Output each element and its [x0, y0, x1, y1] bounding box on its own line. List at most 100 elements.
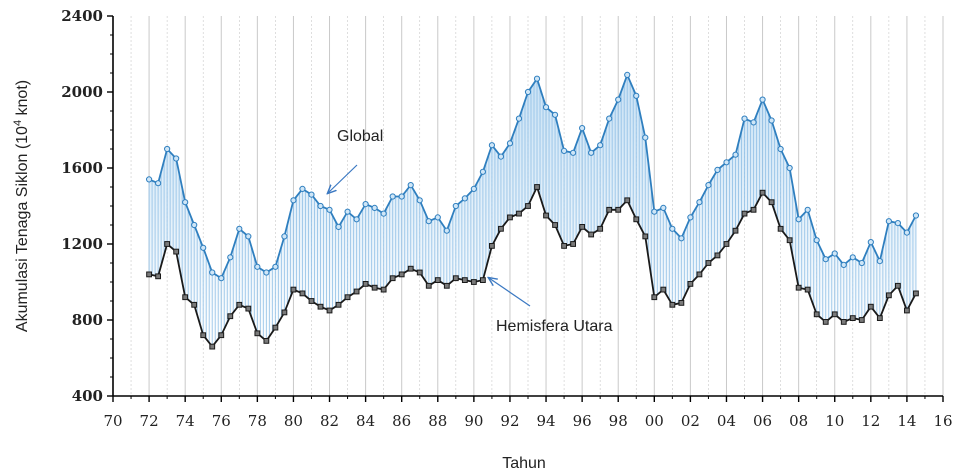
data-point-hemisfera-utara — [507, 214, 513, 221]
annotation-global: Global — [337, 128, 383, 145]
data-point-global — [651, 208, 658, 215]
data-point-hemisfera-utara — [804, 286, 811, 293]
x-tick-label: 74 — [176, 412, 195, 430]
data-point-hemisfera-utara — [317, 303, 324, 310]
data-point-global — [678, 235, 685, 242]
data-point-hemisfera-utara — [768, 199, 775, 206]
data-point-global — [876, 258, 883, 265]
data-point-global — [452, 202, 459, 210]
data-point-hemisfera-utara — [660, 286, 667, 293]
data-point-hemisfera-utara — [597, 225, 604, 232]
data-point-global — [443, 227, 450, 234]
x-tick-label: 14 — [897, 412, 916, 430]
series-layer — [145, 71, 920, 350]
data-point-global — [416, 197, 423, 204]
data-point-global — [326, 206, 333, 213]
data-point-hemisfera-utara — [200, 332, 207, 339]
data-point-hemisfera-utara — [164, 241, 171, 247]
x-tick-label: 76 — [212, 412, 231, 430]
data-point-hemisfera-utara — [840, 319, 847, 325]
data-point-global — [236, 225, 243, 232]
data-point-hemisfera-utara — [254, 330, 261, 337]
data-point-hemisfera-utara — [543, 212, 549, 219]
data-point-hemisfera-utara — [353, 288, 360, 295]
data-point-global — [570, 149, 577, 156]
x-tick-label: 00 — [645, 412, 664, 430]
data-point-hemisfera-utara — [461, 277, 468, 284]
y-axis-title-sup: 4 — [12, 120, 24, 126]
data-point-hemisfera-utara — [687, 281, 694, 287]
data-point-global — [723, 159, 730, 166]
data-point-global — [173, 155, 180, 162]
data-point-hemisfera-utara — [579, 224, 586, 230]
x-tick-label: 72 — [140, 412, 159, 430]
data-point-global — [470, 185, 477, 192]
data-point-hemisfera-utara — [182, 294, 189, 301]
data-point-hemisfera-utara — [191, 301, 198, 308]
data-point-global — [515, 115, 523, 122]
data-point-hemisfera-utara — [633, 216, 640, 223]
data-point-global — [218, 275, 225, 282]
data-point-global — [813, 237, 820, 244]
data-point-global — [506, 140, 514, 147]
x-tick-label: 84 — [356, 412, 375, 430]
data-point-hemisfera-utara — [885, 292, 892, 299]
data-point-hemisfera-utara — [606, 206, 613, 213]
data-point-hemisfera-utara — [326, 307, 333, 314]
data-point-hemisfera-utara — [552, 222, 558, 228]
data-point-hemisfera-utara — [732, 227, 739, 234]
data-point-hemisfera-utara — [777, 225, 784, 232]
data-point-hemisfera-utara — [146, 271, 152, 278]
data-point-hemisfera-utara — [263, 338, 270, 344]
data-point-global — [145, 176, 153, 183]
data-point-global — [164, 145, 171, 153]
data-point-global — [687, 214, 694, 221]
data-point-global — [849, 254, 856, 261]
data-point-global — [245, 233, 252, 240]
x-tick-label: 70 — [103, 412, 122, 430]
data-point-hemisfera-utara — [380, 286, 387, 293]
data-point-global — [615, 96, 622, 103]
data-point-hemisfera-utara — [786, 237, 793, 244]
data-point-global — [705, 182, 712, 189]
data-point-hemisfera-utara — [479, 277, 486, 284]
data-point-hemisfera-utara — [913, 290, 919, 297]
data-point-global — [344, 208, 351, 215]
data-point-hemisfera-utara — [281, 309, 288, 316]
data-point-hemisfera-utara — [894, 282, 901, 289]
data-point-hemisfera-utara — [876, 315, 883, 322]
data-point-hemisfera-utara — [398, 271, 405, 278]
data-point-global — [362, 201, 369, 208]
data-point-global — [209, 269, 216, 276]
x-tick-label: 96 — [573, 412, 592, 430]
data-point-global — [263, 269, 270, 276]
x-tick-label: 78 — [248, 412, 267, 430]
data-point-hemisfera-utara — [570, 241, 577, 247]
data-point-global — [191, 221, 198, 229]
data-point-hemisfera-utara — [705, 260, 712, 266]
annotation-hemisfera-utara: Hemisfera Utara — [496, 318, 613, 335]
data-point-hemisfera-utara — [299, 290, 306, 297]
data-point-global — [371, 204, 378, 211]
data-point-global — [912, 212, 920, 219]
x-tick-label: 82 — [320, 412, 339, 430]
x-tick-label: 04 — [717, 412, 736, 430]
data-point-hemisfera-utara — [624, 197, 631, 204]
data-point-global — [768, 117, 775, 124]
data-point-global — [488, 142, 496, 149]
data-point-global — [633, 92, 640, 99]
annotation-hemisfera-utara-arrow — [489, 278, 531, 307]
data-point-hemisfera-utara — [741, 210, 748, 217]
data-point-hemisfera-utara — [407, 265, 414, 272]
data-point-global — [398, 193, 405, 200]
data-point-global — [588, 149, 595, 156]
data-point-global — [741, 115, 748, 122]
y-axis-title-post: knot) — [14, 80, 31, 120]
data-point-global — [317, 202, 324, 210]
data-point-global — [858, 259, 865, 267]
data-point-global — [335, 223, 342, 230]
data-point-global — [885, 218, 892, 225]
data-point-hemisfera-utara — [696, 271, 703, 278]
